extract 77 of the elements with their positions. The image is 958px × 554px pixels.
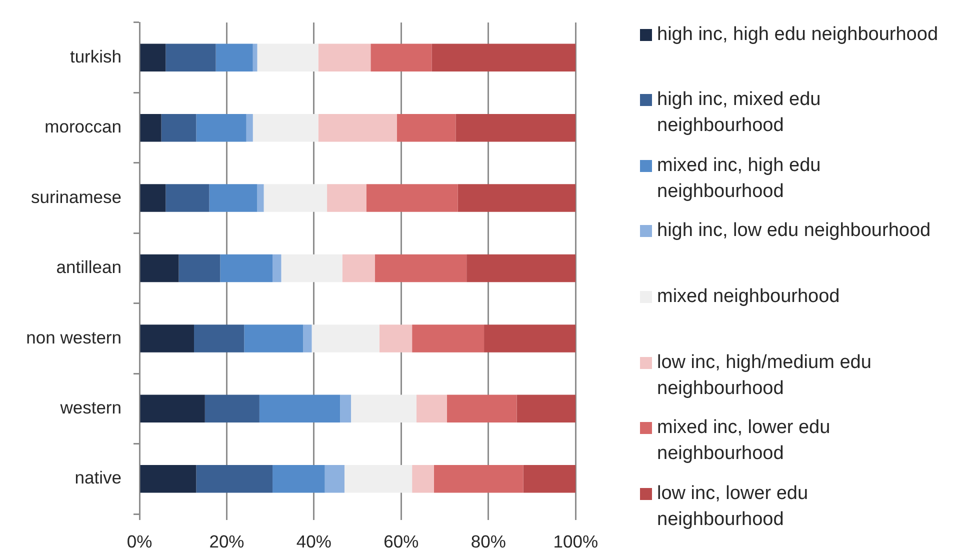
bar: [194, 324, 244, 352]
legend-label: high inc, high edu neighbourhood: [657, 22, 939, 46]
x-tick-label: 80%: [470, 531, 506, 552]
bar: [396, 114, 456, 142]
bar: [281, 254, 342, 282]
bar: [327, 184, 366, 212]
bar: [166, 184, 210, 212]
bar: [252, 44, 258, 72]
bar: [318, 44, 371, 72]
bar: [370, 44, 432, 72]
y-tick-label: western: [59, 398, 122, 418]
legend-label: mixed neighbourhood: [657, 285, 841, 309]
y-tick-label: native: [74, 468, 122, 488]
bar: [324, 465, 344, 493]
bar: [456, 114, 576, 142]
legend-label: low inc, high/medium edu neighbourhood: [657, 350, 872, 401]
bar: [375, 254, 467, 282]
bar: [196, 465, 273, 493]
bar: [178, 254, 220, 282]
bar: [312, 324, 380, 352]
bar: [466, 254, 576, 282]
bar: [351, 394, 416, 423]
bar: [216, 44, 253, 72]
bar: [140, 44, 166, 72]
bar: [140, 254, 179, 282]
legend-label: high inc, low edu neighbourhood: [657, 219, 932, 244]
bar: [161, 114, 196, 142]
bar: [318, 114, 397, 142]
bar: [272, 465, 325, 493]
bar: [264, 184, 328, 212]
y-tick-label: antillean: [56, 257, 122, 278]
bar: [220, 254, 273, 282]
bar: [366, 184, 458, 212]
bar: [342, 254, 376, 282]
legend-label: high inc, mixed edu neighbourhood: [657, 88, 822, 138]
bar: [259, 394, 340, 423]
bar: [412, 465, 434, 493]
bar: [340, 394, 352, 423]
bar: [484, 324, 576, 352]
bar: [416, 394, 447, 423]
bar: [140, 394, 205, 423]
bar: [434, 465, 524, 493]
bar: [446, 394, 517, 423]
bar: [523, 465, 576, 493]
bar: [303, 324, 312, 352]
legend-label: mixed inc, lower edu neighbourhood: [657, 416, 832, 466]
legend-label: low inc, lower edu neighbourhood: [657, 482, 810, 532]
bar: [458, 184, 576, 212]
x-tick-label: 0%: [126, 531, 152, 552]
y-tick-label: non western: [26, 327, 122, 348]
bar: [140, 324, 194, 352]
bar: [209, 184, 258, 212]
x-tick-label: 60%: [384, 531, 419, 552]
bar: [257, 184, 264, 212]
bar: [140, 184, 166, 212]
bar: [516, 394, 576, 423]
bar: [344, 465, 412, 493]
bar: [257, 44, 318, 72]
y-tick-label: moroccan: [44, 116, 122, 137]
bar: [432, 44, 576, 72]
y-tick-label: surinamese: [31, 186, 122, 207]
y-tick-label: turkish: [70, 46, 122, 66]
bar: [244, 324, 304, 352]
bar: [379, 324, 412, 352]
bar: [252, 114, 318, 142]
bar: [166, 44, 216, 72]
bar: [246, 114, 253, 142]
bar: [140, 114, 162, 142]
x-tick-label: 100%: [553, 531, 598, 552]
legend-label: mixed inc, high edu neighbourhood: [657, 154, 822, 204]
bar: [140, 465, 196, 493]
bar: [204, 394, 260, 423]
x-tick-label: 20%: [209, 531, 244, 552]
bar: [412, 324, 484, 352]
x-tick-label: 40%: [296, 531, 332, 552]
bar: [272, 254, 282, 282]
bar: [196, 114, 246, 142]
